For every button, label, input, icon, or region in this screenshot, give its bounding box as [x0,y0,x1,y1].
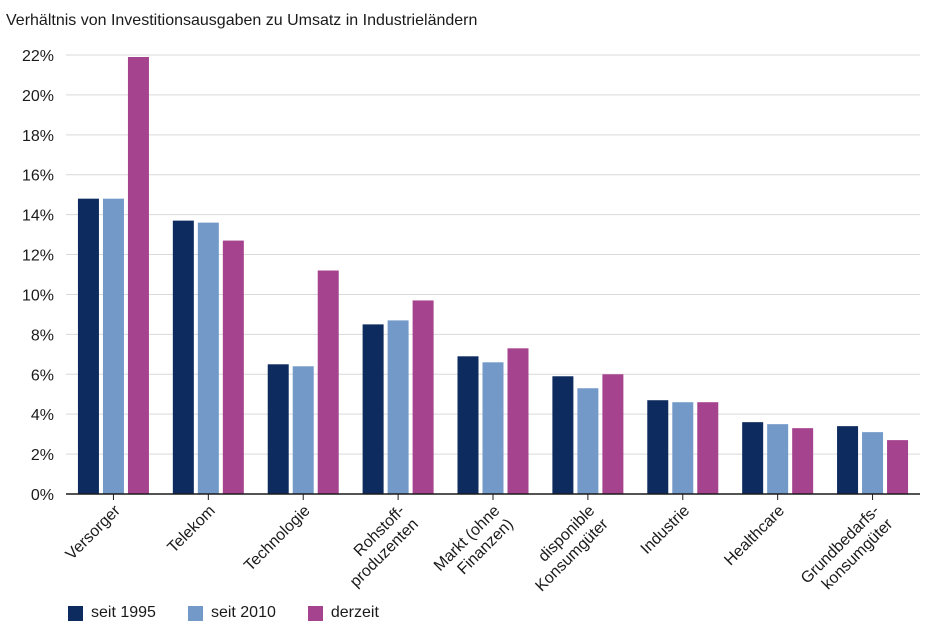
x-tick-label: disponibleKonsumgüter [519,502,612,595]
y-tick-label: 22% [22,48,54,65]
bar [483,362,504,494]
x-tick-label: Technologie [241,502,313,574]
legend: seit 1995 seit 2010 derzeit [68,604,379,622]
bar [293,366,314,494]
y-tick-label: 6% [31,367,54,384]
bar [508,348,529,494]
y-tick-label: 18% [22,128,54,145]
bar [837,426,858,494]
bar [388,320,409,494]
bar [647,400,668,494]
y-tick-label: 0% [31,487,54,504]
bar [767,424,788,494]
legend-label-2: derzeit [331,604,379,622]
y-tick-label: 2% [31,447,54,464]
x-tick-label: Markt (ohneFinanzen) [431,502,517,588]
y-tick-label: 20% [22,88,54,105]
x-tick-label: Versorger [63,502,125,564]
legend-item-1: seit 2010 [188,604,276,622]
x-tick-label: Rohstoff-produzenten [334,502,422,590]
bar [318,271,339,494]
bar [223,241,244,494]
bar [198,223,219,494]
bar [363,324,384,494]
y-tick-label: 10% [22,287,54,304]
bar [887,440,908,494]
y-tick-label: 16% [22,168,54,185]
legend-swatch-2 [308,606,323,621]
bar [458,356,479,494]
legend-label-0: seit 1995 [91,604,156,622]
legend-label-1: seit 2010 [211,604,276,622]
legend-item-2: derzeit [308,604,379,622]
bar [697,402,718,494]
x-tick-label: Grundbedarfs-konsumgüter [798,502,897,600]
bar [672,402,693,494]
bar [413,300,434,494]
x-tick-label: Telekom [165,502,219,556]
y-tick-label: 4% [31,407,54,424]
y-tick-label: 14% [22,208,54,225]
bar [552,376,573,494]
bar [173,221,194,494]
legend-item-0: seit 1995 [68,604,156,622]
bar [792,428,813,494]
y-tick-label: 8% [31,327,54,344]
bar [862,432,883,494]
x-tick-label: Healthcare [721,502,788,569]
bar [268,364,289,494]
bar [742,422,763,494]
bar [103,199,124,494]
bar [602,374,623,494]
bar [128,57,149,494]
bar [577,388,598,494]
bar [78,199,99,494]
bar-chart: 0% 2% 4% 6% 8% 10% 12% 14% 16% 18% 20% 22% Versorger… [0,0,941,600]
y-tick-label: 12% [22,248,54,265]
x-tick-label: Industrie [638,502,693,557]
legend-swatch-0 [68,606,83,621]
legend-swatch-1 [188,606,203,621]
